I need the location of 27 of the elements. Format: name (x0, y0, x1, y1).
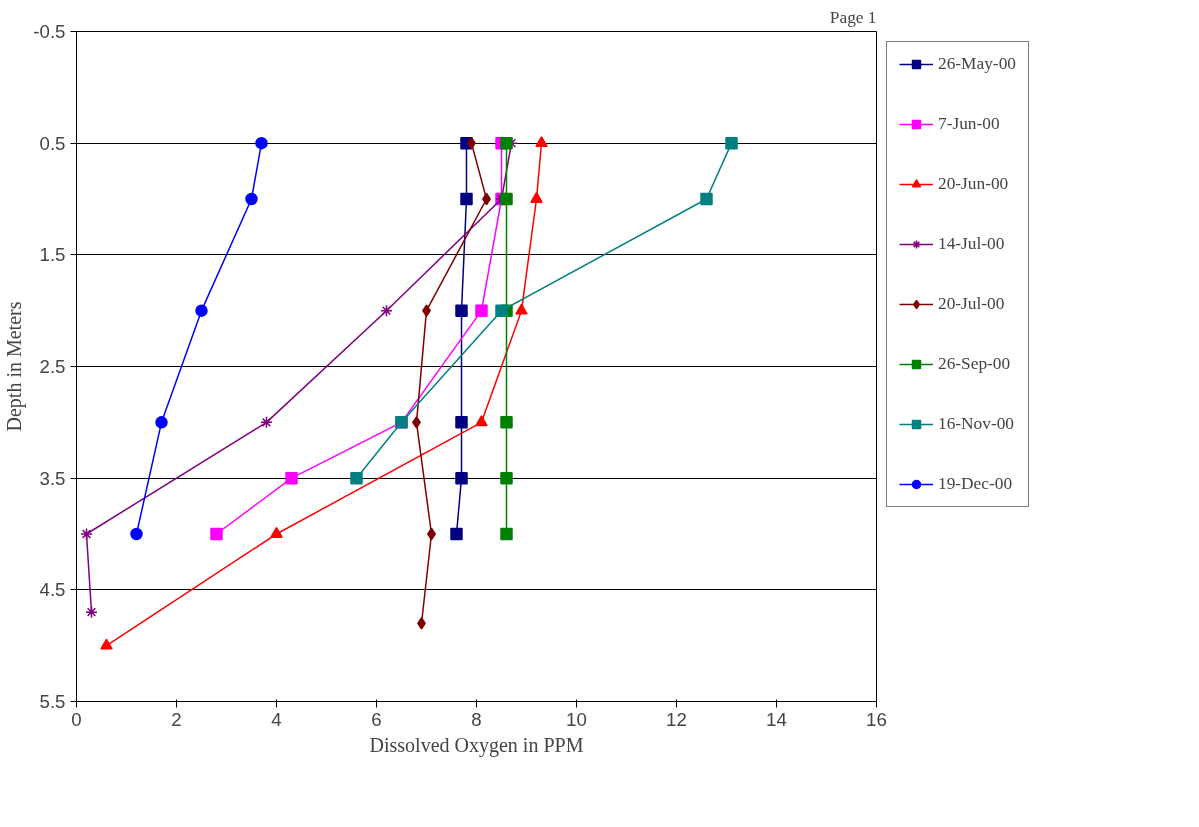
legend-label: 19-Dec-00 (938, 474, 1013, 494)
y-axis-title: Depth in Meters (3, 301, 27, 432)
y-tick-label: 0.5 (39, 132, 66, 154)
x-tick-label: 0 (71, 708, 82, 730)
x-tick-label: 16 (866, 708, 887, 730)
x-tick-label: 4 (271, 708, 282, 730)
y-tick-label: 2.5 (39, 356, 66, 377)
legend-label: 20-Jul-00 (938, 294, 1005, 314)
text: Page 1 (829, 7, 877, 27)
x-tick-label: 10 (566, 708, 587, 730)
x-tick-label: 8 (471, 708, 482, 730)
y-tick-label: 3.5 (39, 467, 66, 489)
y-tick-label: 4.5 (39, 579, 66, 601)
x-tick-label: 6 (371, 708, 382, 730)
x-axis-title: Dissolved Oxygen in PPM (369, 733, 584, 757)
x-tick-label: 2 (171, 708, 182, 730)
legend-label: 26-Sep-00 (938, 354, 1011, 374)
legend-label: 7-Jun-00 (938, 114, 1000, 134)
legend-label: 16-Nov-00 (938, 414, 1015, 434)
y-tick-label: -0.5 (33, 21, 66, 42)
x-tick-label: 12 (666, 708, 687, 730)
y-tick-label: 5.5 (39, 691, 66, 712)
legend-label: 26-May-00 (938, 54, 1016, 74)
y-tick-label: 1.5 (39, 244, 66, 266)
legend-label: 20-Jun-00 (938, 174, 1009, 194)
x-tick-label: 14 (766, 708, 787, 730)
legend-label: 14-Jul-00 (938, 234, 1005, 254)
